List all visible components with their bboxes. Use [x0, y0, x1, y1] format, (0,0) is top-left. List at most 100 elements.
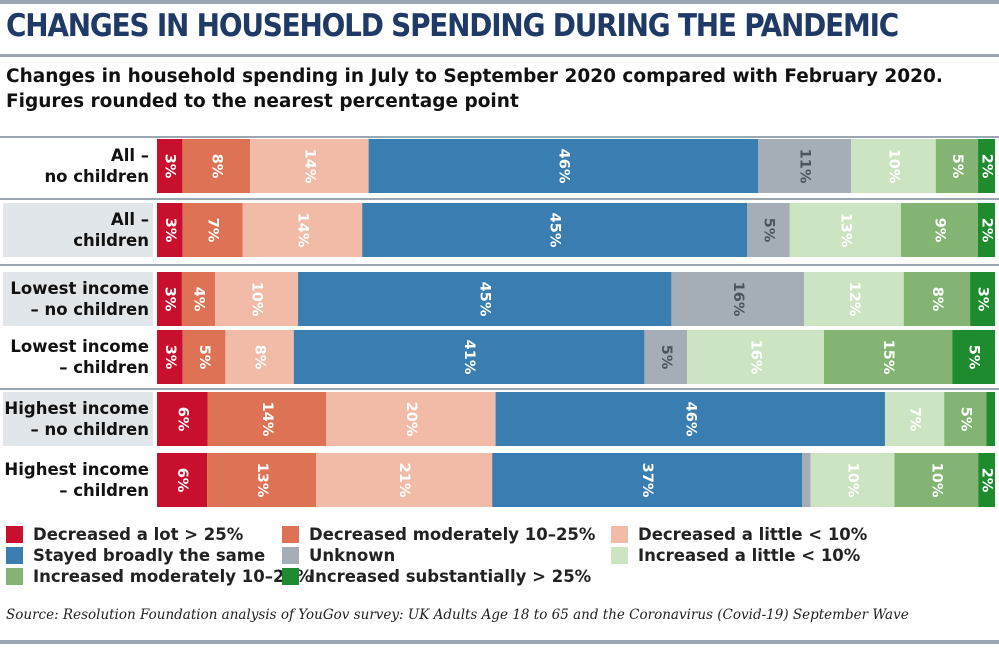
data-label: 15%: [880, 340, 896, 375]
bar-segment-decreased_moderately: [182, 330, 226, 384]
data-label: 14%: [301, 149, 317, 184]
category-label-line: All –: [111, 210, 149, 229]
data-label: 11%: [797, 149, 813, 184]
bar-segment-unknown: [757, 139, 852, 193]
legend-label: Decreased a lot > 25%: [33, 524, 244, 544]
bar-segment-stayed_same: [293, 330, 645, 384]
data-label: 7%: [907, 407, 923, 432]
bar-segment-increased_substantially: [978, 453, 995, 507]
legend-item: Increased moderately 10–25%: [6, 566, 312, 586]
bar-segment-increased_substantially: [986, 392, 995, 446]
top-rule: [0, 0, 999, 4]
bar-segment-increased_little: [884, 392, 945, 446]
group-separator-1: [0, 198, 999, 200]
category-label-line: – no children: [30, 420, 149, 439]
legend-swatch: [611, 525, 628, 543]
bar-segment-increased_substantially: [977, 203, 995, 257]
legend-label: Increased moderately 10–25%: [33, 566, 313, 586]
category-label: All – no children: [44, 146, 149, 186]
group-separator-0: [0, 136, 999, 138]
data-label: 2%: [978, 218, 994, 243]
bar-segment-increased_little: [789, 203, 901, 257]
category-label-line: Lowest income: [10, 279, 149, 298]
bar-segment-unknown: [671, 272, 805, 326]
category-label-line: – no children: [30, 300, 149, 319]
bar-segment-increased_substantially: [970, 272, 995, 326]
bar-segment-decreased_moderately: [207, 392, 327, 446]
data-label: 8%: [208, 154, 224, 179]
bar-segment-decreased_little: [242, 203, 363, 257]
data-label: 10%: [249, 282, 265, 317]
bar-segment-decreased_moderately: [207, 453, 317, 507]
bar-segment-increased_little: [851, 139, 936, 193]
data-label: 45%: [547, 213, 563, 248]
data-label: 2%: [979, 468, 995, 493]
bar-segment-decreased_lot: [157, 272, 182, 326]
data-label: 3%: [162, 218, 178, 243]
bar-segment-decreased_little: [225, 330, 294, 384]
data-label: 3%: [161, 287, 177, 312]
bar-segment-decreased_lot: [157, 330, 183, 384]
legend-item: Increased substantially > 25%: [282, 566, 591, 586]
row-label-bg: [3, 392, 153, 446]
bar-segment-increased_moderately: [894, 453, 979, 507]
bar-segment-increased_moderately: [823, 330, 953, 384]
data-label: 37%: [639, 463, 655, 498]
legend-label: Increased substantially > 25%: [309, 566, 592, 586]
bar-segment-unknown: [644, 330, 688, 384]
legend-label: Decreased moderately 10–25%: [309, 524, 596, 544]
bar-row-2: Lowest income – no children 3% 4% 10% 45% 16% 1…: [3, 272, 995, 326]
bar-segment-decreased_moderately: [182, 203, 243, 257]
chart-legend: Decreased a lot > 25% Decreased moderatel…: [6, 524, 996, 590]
category-label-line: Highest income: [4, 399, 149, 418]
bar-row-5: Highest income – children 6% 13% 21% 37% 10% 10…: [4, 453, 995, 507]
bar-segment-stayed_same: [298, 272, 672, 326]
bar-segment-decreased_little: [316, 453, 493, 507]
bar-row-3: Lowest income – children 3% 5% 8% 41% 5% 16% 15%…: [10, 330, 995, 384]
data-label: 13%: [837, 213, 853, 248]
bar-segment-unknown: [747, 203, 790, 257]
data-label: 14%: [294, 213, 310, 248]
category-label: All – children: [73, 210, 149, 250]
data-label: 21%: [396, 463, 412, 498]
legend-label: Decreased a little < 10%: [638, 524, 868, 544]
data-label: 2%: [979, 154, 995, 179]
data-label: 6%: [174, 407, 190, 432]
bar-segment-decreased_lot: [157, 139, 183, 193]
data-label: 9%: [931, 218, 947, 243]
chart-title: CHANGES IN HOUSEHOLD SPENDING DURING THE…: [6, 8, 899, 44]
data-label: 5%: [760, 218, 776, 243]
data-label: 8%: [929, 287, 945, 312]
data-label: 8%: [252, 345, 268, 370]
data-label: 14%: [259, 402, 275, 437]
data-label: 13%: [254, 463, 270, 498]
legend-swatch: [6, 546, 23, 564]
bar-row-1: All – children 3% 7% 14% 45% 5% 13% 9% 2%: [3, 203, 995, 257]
legend-item: Stayed broadly the same: [6, 545, 265, 565]
legend-item: Increased a little < 10%: [611, 545, 860, 565]
data-label: 5%: [966, 345, 982, 370]
legend-item: Decreased moderately 10–25%: [282, 524, 595, 544]
bar-segment-unknown: [802, 453, 811, 507]
category-label: Highest income – no children: [4, 399, 149, 439]
data-label: 46%: [682, 402, 698, 437]
group-separator-3: [0, 388, 999, 390]
bar-segment-increased_little: [810, 453, 895, 507]
data-label: 5%: [957, 407, 973, 432]
bar-segment-increased_moderately: [935, 139, 979, 193]
legend-label: Increased a little < 10%: [638, 545, 861, 565]
legend-swatch: [282, 567, 299, 585]
bar-row-4: Highest income – no children 6% 14% 20% 46% 7%…: [3, 392, 995, 446]
bar-segment-decreased_moderately: [181, 272, 216, 326]
legend-swatch: [611, 546, 628, 564]
legend-label: Stayed broadly the same: [33, 545, 266, 565]
bar-segment-decreased_moderately: [182, 139, 251, 193]
legend-item: Decreased a little < 10%: [611, 524, 867, 544]
bar-row-0: All – no children 3% 8% 14% 46% 11% 10% 5% 2%: [44, 139, 995, 193]
bar-segment-decreased_little: [250, 139, 369, 193]
data-label: 3%: [975, 287, 991, 312]
legend-item: Unknown: [282, 545, 395, 565]
category-label-line: children: [73, 231, 149, 250]
legend-item: Decreased a lot > 25%: [6, 524, 243, 544]
bottom-rule: [0, 640, 999, 644]
